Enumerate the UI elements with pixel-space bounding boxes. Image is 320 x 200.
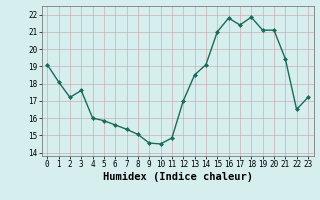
X-axis label: Humidex (Indice chaleur): Humidex (Indice chaleur) [103, 172, 252, 182]
